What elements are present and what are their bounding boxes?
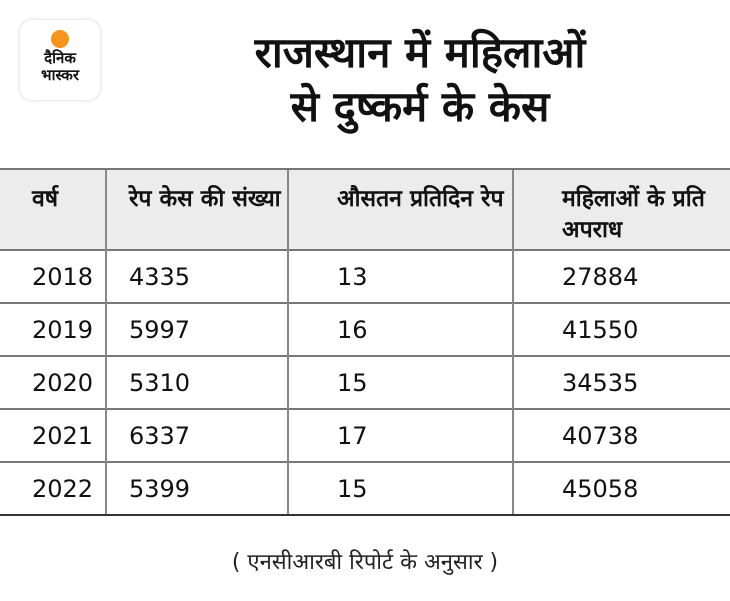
title-line1: राजस्थान में महिलाओं (254, 28, 586, 77)
cell-crimes-against-women: 40738 (512, 408, 730, 462)
table-row: 2021 6337 17 40738 (0, 408, 730, 462)
table-row: 2018 4335 13 27884 (0, 249, 730, 303)
header-rape-cases: रेप केस की संख्या (105, 168, 288, 250)
cell-crimes-against-women: 41550 (512, 302, 730, 356)
cell-year: 2018 (0, 249, 106, 303)
cell-year: 2019 (0, 302, 106, 356)
cell-daily-average: 15 (287, 461, 513, 516)
cell-crimes-against-women: 34535 (512, 355, 730, 409)
cell-year: 2022 (0, 461, 106, 516)
table-row: 2020 5310 15 34535 (0, 355, 730, 409)
data-table: वर्ष रेप केस की संख्या औसतन प्रतिदिन रेप… (0, 168, 730, 516)
cell-daily-average: 16 (287, 302, 513, 356)
page-title: राजस्थान में महिलाओं से दुष्कर्म के केस (110, 26, 730, 134)
title-line2: से दुष्कर्म के केस (290, 82, 550, 131)
cell-crimes-against-women: 45058 (512, 461, 730, 516)
cell-rape-cases: 5399 (105, 461, 288, 516)
cell-year: 2020 (0, 355, 106, 409)
logo-line2: भास्कर (41, 66, 79, 84)
cell-rape-cases: 5997 (105, 302, 288, 356)
cell-rape-cases: 6337 (105, 408, 288, 462)
cell-rape-cases: 5310 (105, 355, 288, 409)
cell-daily-average: 13 (287, 249, 513, 303)
sun-icon (51, 30, 69, 48)
cell-rape-cases: 4335 (105, 249, 288, 303)
cell-daily-average: 17 (287, 408, 513, 462)
header-crimes-against-women: महिलाओं के प्रति अपराध (512, 168, 730, 250)
table-header-row: वर्ष रेप केस की संख्या औसतन प्रतिदिन रेप… (0, 168, 730, 250)
source-note: ( एनसीआरबी रिपोर्ट के अनुसार ) (231, 550, 499, 575)
header-daily-average: औसतन प्रतिदिन रेप (287, 168, 513, 250)
table-row: 2022 5399 15 45058 (0, 461, 730, 516)
logo-line1: दैनिक (44, 49, 76, 67)
dainik-bhaskar-logo: दैनिक भास्कर (20, 20, 100, 100)
cell-crimes-against-women: 27884 (512, 249, 730, 303)
cell-daily-average: 15 (287, 355, 513, 409)
header-year: वर्ष (0, 168, 106, 250)
table-row: 2019 5997 16 41550 (0, 302, 730, 356)
cell-year: 2021 (0, 408, 106, 462)
